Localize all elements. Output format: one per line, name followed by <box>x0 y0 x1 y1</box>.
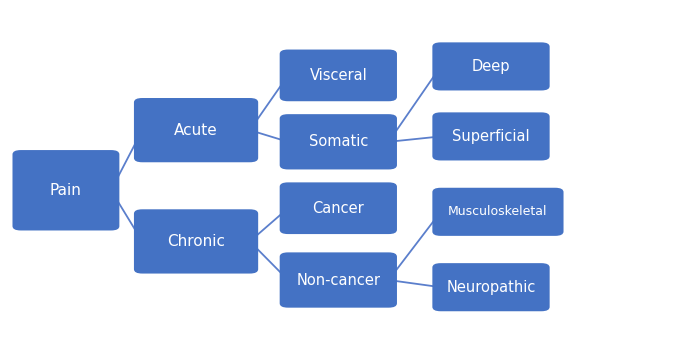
Text: Neuropathic: Neuropathic <box>446 280 536 295</box>
FancyBboxPatch shape <box>432 263 550 311</box>
FancyBboxPatch shape <box>432 188 564 236</box>
Text: Cancer: Cancer <box>312 201 364 216</box>
Text: Visceral: Visceral <box>310 68 367 83</box>
Text: Superficial: Superficial <box>452 129 530 144</box>
FancyBboxPatch shape <box>432 42 550 90</box>
FancyBboxPatch shape <box>280 50 397 101</box>
Text: Non-cancer: Non-cancer <box>296 272 380 288</box>
FancyBboxPatch shape <box>280 182 397 234</box>
FancyBboxPatch shape <box>280 252 397 308</box>
Text: Chronic: Chronic <box>167 234 225 249</box>
FancyBboxPatch shape <box>134 98 258 162</box>
Text: Somatic: Somatic <box>309 134 368 149</box>
FancyBboxPatch shape <box>134 209 258 274</box>
Text: Deep: Deep <box>472 59 510 74</box>
FancyBboxPatch shape <box>432 112 550 160</box>
Text: Acute: Acute <box>174 123 218 137</box>
FancyBboxPatch shape <box>12 150 119 230</box>
FancyBboxPatch shape <box>280 114 397 169</box>
Text: Musculoskeletal: Musculoskeletal <box>448 205 548 218</box>
Text: Pain: Pain <box>50 183 82 198</box>
